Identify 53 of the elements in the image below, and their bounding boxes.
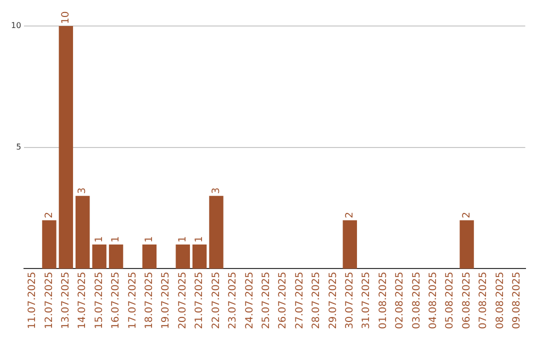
x-tick-label: 28.07.2025 xyxy=(311,272,322,330)
data-label: 10 xyxy=(60,11,72,24)
x-tick-label: 02.08.2025 xyxy=(394,272,406,330)
bar xyxy=(76,196,90,269)
data-label: 2 xyxy=(344,212,356,218)
bar xyxy=(176,244,190,269)
x-tick-label: 19.07.2025 xyxy=(160,272,172,330)
x-tick-label: 18.07.2025 xyxy=(144,272,156,330)
bar xyxy=(209,196,224,269)
x-tick-label: 12.07.2025 xyxy=(44,272,55,330)
data-label: 1 xyxy=(144,236,156,242)
data-label: 1 xyxy=(94,236,105,242)
data-label: 2 xyxy=(461,212,472,218)
x-tick-label: 31.07.2025 xyxy=(361,272,372,330)
x-tick-label: 15.07.2025 xyxy=(94,272,105,330)
data-label: 1 xyxy=(194,236,206,242)
bar xyxy=(460,220,474,269)
y-tick-label: 5 xyxy=(16,142,22,152)
bar xyxy=(58,26,74,269)
x-tick-label: 07.08.2025 xyxy=(478,272,490,330)
x-tick-label: 20.07.2025 xyxy=(177,272,188,330)
x-tick-label: 21.07.2025 xyxy=(194,272,206,330)
x-tick-label: 13.07.2025 xyxy=(60,272,72,330)
data-label: 3 xyxy=(210,188,222,194)
bar xyxy=(142,244,157,269)
bar xyxy=(42,220,56,269)
x-tick-label: 29.07.2025 xyxy=(328,272,339,330)
x-tick-label: 24.07.2025 xyxy=(244,272,256,330)
x-tick-label: 11.07.2025 xyxy=(27,272,38,330)
x-tick-label: 30.07.2025 xyxy=(344,272,356,330)
x-tick-label: 04.08.2025 xyxy=(428,272,439,330)
x-tick-label: 27.07.2025 xyxy=(294,272,306,330)
bar xyxy=(92,244,106,269)
x-tick-label: 16.07.2025 xyxy=(110,272,122,330)
x-tick-label: 06.08.2025 xyxy=(461,272,472,330)
data-label: 3 xyxy=(77,188,88,194)
x-tick-label: 26.07.2025 xyxy=(278,272,289,330)
x-tick-label: 22.07.2025 xyxy=(210,272,222,330)
bar xyxy=(108,244,124,269)
x-tick-label: 14.07.2025 xyxy=(77,272,88,330)
data-label: 2 xyxy=(44,212,55,218)
bar xyxy=(192,244,207,269)
x-tick-label: 01.08.2025 xyxy=(378,272,389,330)
data-label: 1 xyxy=(110,236,122,242)
bar xyxy=(342,220,357,269)
data-label: 1 xyxy=(177,236,188,242)
x-tick-label: 05.08.2025 xyxy=(444,272,456,330)
x-tick-label: 03.08.2025 xyxy=(411,272,422,330)
x-tick-label: 08.08.2025 xyxy=(494,272,506,330)
x-tick-label: 25.07.2025 xyxy=(260,272,272,330)
x-tick-label: 17.07.2025 xyxy=(127,272,138,330)
x-tick-label: 23.07.2025 xyxy=(228,272,239,330)
x-tick-label: 09.08.2025 xyxy=(511,272,522,330)
